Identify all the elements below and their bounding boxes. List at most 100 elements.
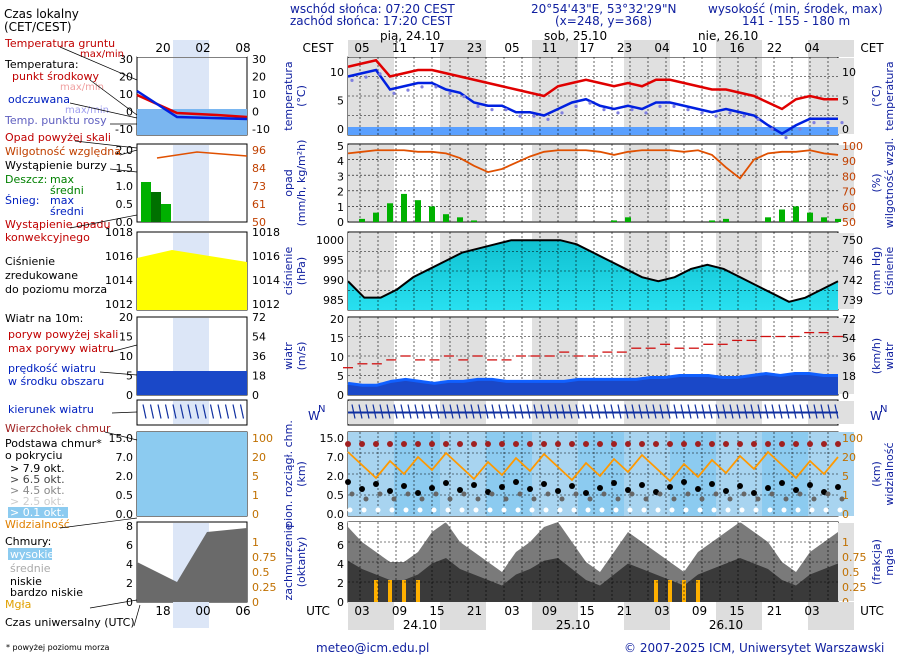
top-hour-label: 11	[542, 41, 557, 55]
bottom-day-2: 25.10	[556, 618, 590, 632]
wind-direction-arrow	[806, 404, 811, 419]
wind-direction-arrow	[610, 404, 615, 419]
dewpoint-dot	[574, 104, 578, 108]
cloud-base-dot-low	[571, 507, 577, 513]
legend-okt-79: > 7.9 okt.	[10, 462, 65, 475]
legend-cloud-top: Wierzchołek chmur	[5, 422, 111, 435]
legend-connector	[111, 411, 138, 414]
visibility-tick: 1	[842, 489, 849, 502]
cloud-base-dot-mid	[601, 491, 607, 497]
legend-bottom-hour: 00	[195, 604, 210, 618]
legend-wind-direction-arrow	[187, 404, 192, 419]
rain-bar	[723, 218, 729, 222]
dewpoint-dot	[686, 108, 690, 112]
cloud-base-dot-low	[347, 507, 353, 513]
legend-wind-direction-arrow	[239, 404, 245, 419]
dewpoint-dot	[812, 121, 816, 125]
legend-visibility: Widzialność	[5, 518, 70, 531]
cloud-base-dot-mid	[391, 496, 397, 502]
pressure-tick: 1000	[316, 234, 344, 247]
rain-bar	[793, 206, 799, 222]
legend-rain-mid	[151, 192, 161, 222]
dewpoint-dot	[644, 111, 648, 115]
dewpoint-dot	[840, 121, 844, 125]
cloudcover-tick: 0	[337, 596, 344, 609]
cloud-base-dot-mid	[531, 496, 537, 502]
wind-direction-arrow	[624, 404, 629, 419]
legend-connector	[104, 431, 138, 441]
humidity-tick: 80	[842, 170, 856, 183]
bottom-hour-label: 15	[429, 604, 444, 618]
humidity-line	[347, 149, 839, 180]
wind-direction-arrow	[421, 404, 426, 419]
cloud-top-dot	[793, 441, 799, 447]
cloud-base-dot-low	[809, 507, 815, 513]
legend-top-hour: 20	[155, 41, 170, 55]
legend-humidity-tick: 96	[252, 144, 266, 157]
cloud-base-dot	[401, 483, 407, 489]
fog-tick: 0.5	[842, 566, 860, 579]
top-hour-label: 05	[504, 41, 519, 55]
axis-visibility-label: widzialność	[883, 442, 896, 505]
wind-direction-arrow	[372, 404, 377, 419]
cloud-base-dot-mid	[769, 491, 775, 497]
legend-temp-tick-r: 0	[252, 106, 259, 119]
wind-direction-arrow	[750, 404, 755, 419]
bottom-axis-band	[532, 602, 578, 630]
temp-tick: 10	[330, 66, 344, 79]
legend-very-low: bardzo niskie	[10, 586, 83, 599]
cloud-base-dot	[807, 482, 813, 488]
contact-email[interactable]: meteo@icm.edu.pl	[316, 641, 430, 655]
wind-direction-arrow	[561, 404, 566, 419]
pressure-tick: 990	[323, 274, 344, 287]
pressure-tick: 995	[323, 254, 344, 267]
fog-tick: 0.25	[842, 581, 867, 594]
top-hour-label: 04	[804, 41, 819, 55]
precip-tick: 4	[337, 155, 344, 168]
cloud-top-dot	[429, 441, 435, 447]
wind-direction-arrow	[813, 404, 818, 419]
dewpoint-dot	[784, 136, 788, 140]
cloud-base-dot	[583, 490, 589, 496]
cloud-base-dot	[751, 490, 757, 496]
dewpoint-dot	[434, 85, 438, 89]
coordinates: 20°54'43"E, 53°32'29"N	[531, 2, 677, 16]
cloud-base-dot-mid	[587, 496, 593, 502]
cloud-base-dot	[359, 486, 365, 492]
sunset: zachód słońca: 17:20 CEST	[290, 14, 453, 28]
wind-direction-arrow	[827, 404, 832, 419]
legend-wind-direction-arrow	[224, 404, 230, 419]
legend-snow	[161, 204, 171, 222]
legend-snow-max-label: max	[50, 194, 74, 207]
legend-humidity-line	[156, 151, 248, 159]
utc-label-r: UTC	[860, 604, 884, 618]
bottom-hour-label: 21	[617, 604, 632, 618]
bottom-hour-label: 09	[392, 604, 407, 618]
cloud-base-dot-low	[669, 507, 675, 513]
legend-humidity-tick: 73	[252, 180, 266, 193]
legend-center-point: punkt środkowy	[12, 70, 100, 83]
legend-pressure-tick-r: 1018	[252, 226, 280, 239]
bottom-hour-label: 09	[692, 604, 707, 618]
legend-connector	[119, 149, 138, 156]
wind-direction-arrow	[757, 404, 762, 419]
cloud-top-dot	[681, 441, 687, 447]
cloud-top-dot	[611, 441, 617, 447]
wind-direction-arrow	[834, 404, 839, 419]
axis-precip-label: opad	[282, 169, 295, 196]
legend-wind-direction-arrow	[164, 404, 170, 419]
axis-cloudcover-unit: (oktanty)	[295, 537, 308, 588]
grid-point: (x=248, y=368)	[555, 14, 653, 28]
rain-bar	[373, 212, 379, 222]
legend-temp-tick: -10	[115, 123, 133, 136]
temp-tick: 5	[337, 95, 344, 108]
bottom-axis-band	[348, 602, 394, 630]
legend-gust-max: max porywy wiatru	[8, 342, 114, 355]
cloud-base-dot-low	[585, 507, 591, 513]
legend-wind-direction-arrow	[217, 404, 222, 419]
wind-direction-arrow	[743, 404, 748, 419]
legend-connector	[89, 79, 138, 116]
cloud-base-dot-low	[445, 507, 451, 513]
